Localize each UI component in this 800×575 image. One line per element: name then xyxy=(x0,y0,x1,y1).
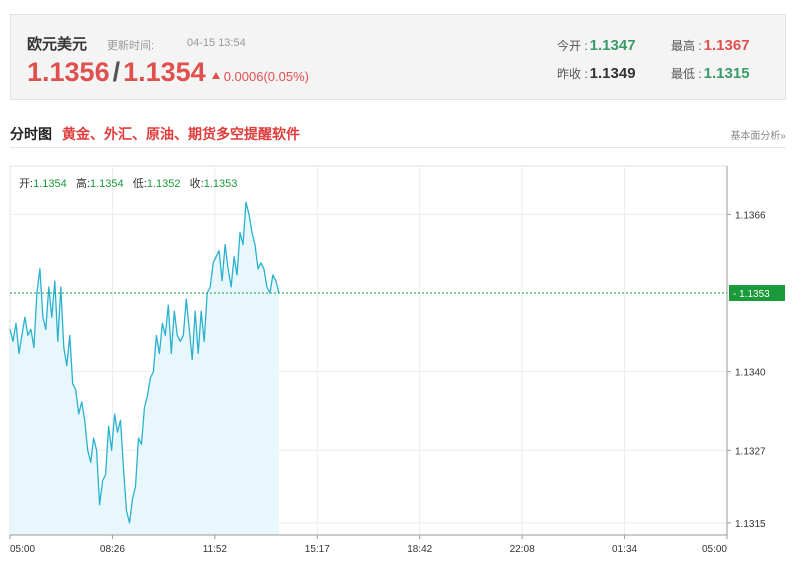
price-area xyxy=(10,202,279,536)
up-arrow-icon xyxy=(211,72,220,79)
ohlc-close-label: 收: xyxy=(189,178,204,190)
ohlc-readout: 开:1.1354 高:1.1354 低:1.1352 收:1.1353 xyxy=(19,175,237,191)
update-time: 04-15 13:54 xyxy=(187,37,246,49)
current-price-box xyxy=(729,285,785,302)
ohlc-low-label: 低: xyxy=(132,178,147,190)
low-stat: 最低 :1.1315 xyxy=(671,65,750,82)
quote-panel: 欧元美元 更新时间: 04-15 13:54 1.1356/1.1354 0.00… xyxy=(10,14,786,100)
ohlc-high-label: 高: xyxy=(75,178,90,190)
section-title: 分时图 xyxy=(10,126,52,142)
high-stat: 最高 :1.1367 xyxy=(671,37,750,54)
x-tick-label: 18:42 xyxy=(407,544,432,555)
open-value: 1.1347 xyxy=(589,37,636,54)
x-tick-label: 05:00 xyxy=(10,544,35,555)
y-tick-label: 1.1327 xyxy=(735,446,766,457)
x-tick-label: 01:34 xyxy=(612,544,637,555)
x-tick-label: 22:08 xyxy=(510,544,535,555)
price-line xyxy=(9,201,280,524)
x-tick-label: 11:52 xyxy=(203,544,228,555)
current-price-label: - 1.1353 xyxy=(733,289,770,300)
price-row: 1.1356/1.1354 0.0006(0.05%) xyxy=(27,57,309,91)
fundamental-analysis-link[interactable]: 基本面分析» xyxy=(730,131,786,142)
ohlc-open-label: 开: xyxy=(19,178,34,190)
prev-close-label: 昨收 : xyxy=(557,67,588,81)
y-tick-label: 1.1366 xyxy=(735,210,766,221)
price-change: 0.0006(0.05%) xyxy=(223,69,309,84)
x-tick-label: 08:26 xyxy=(100,544,125,555)
prev-close-stat: 昨收 :1.1349 xyxy=(557,65,636,82)
divider xyxy=(10,147,786,148)
ohlc-high-value: 1.1354 xyxy=(89,178,124,190)
x-tick-label: 05:00 xyxy=(702,544,727,555)
low-value: 1.1315 xyxy=(703,65,750,82)
price-separator: / xyxy=(112,57,121,87)
promo-link[interactable]: 黄金、外汇、原油、期货多空提醒软件 xyxy=(62,126,300,142)
ohlc-low-value: 1.1352 xyxy=(146,178,181,190)
ohlc-close-value: 1.1353 xyxy=(203,178,238,190)
intraday-chart[interactable]: 1.1366 1.1340 1.1327 1.1315 - 1.1353 05:00 08:… xyxy=(0,160,800,575)
update-time-label: 更新时间: xyxy=(107,40,155,52)
bid-price: 1.1356 xyxy=(27,57,110,87)
pair-name: 欧元美元 xyxy=(27,36,88,53)
ohlc-open-value: 1.1354 xyxy=(33,178,67,190)
y-tick-label: 1.1315 xyxy=(735,519,766,530)
high-value: 1.1367 xyxy=(703,37,750,54)
y-tick-label: 1.1340 xyxy=(735,368,766,379)
x-tick-label: 15:17 xyxy=(305,544,330,555)
high-label: 最高 : xyxy=(671,39,702,53)
prev-close-value: 1.1349 xyxy=(589,65,636,82)
low-label: 最低 : xyxy=(671,67,702,81)
open-stat: 今开 :1.1347 xyxy=(557,37,636,54)
open-label: 今开 : xyxy=(557,39,588,53)
ask-price: 1.1354 xyxy=(123,57,206,87)
